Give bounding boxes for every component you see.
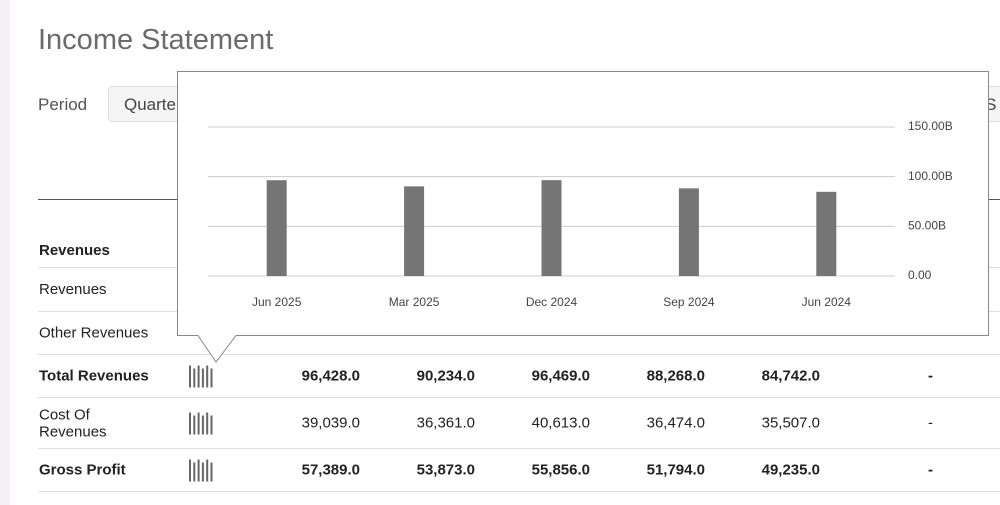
cell-value: 55,856.0: [532, 461, 590, 478]
page-title: Income Statement: [38, 24, 274, 56]
chart-icon[interactable]: [189, 459, 213, 482]
cell-value: 39,039.0: [302, 414, 360, 431]
cell-value: -: [928, 367, 933, 384]
cell-value: 96,469.0: [532, 367, 590, 384]
row-label: Revenues: [39, 281, 107, 298]
cell-value: 51,794.0: [647, 461, 705, 478]
cell-value: 84,742.0: [762, 367, 820, 384]
row-label: Other Revenues: [39, 324, 148, 341]
cell-value: -: [928, 461, 933, 478]
cell-value: 88,268.0: [647, 367, 705, 384]
sidebar-edge: [0, 0, 10, 505]
cell-value: 96,428.0: [302, 367, 360, 384]
cell-value: 36,361.0: [417, 414, 475, 431]
cell-value: 36,474.0: [647, 414, 705, 431]
cell-value: 90,234.0: [417, 367, 475, 384]
cell-value: 53,873.0: [417, 461, 475, 478]
chart-icon[interactable]: [189, 365, 213, 388]
row-label: Gross Profit: [39, 461, 126, 478]
section-title: Revenues: [39, 242, 110, 259]
cell-value: 35,507.0: [762, 414, 820, 431]
row-label: Total Revenues: [39, 367, 149, 384]
cell-value: 40,613.0: [532, 414, 590, 431]
cell-value: 57,389.0: [302, 461, 360, 478]
chart-icon[interactable]: [189, 412, 213, 435]
cell-value: -: [928, 414, 933, 431]
cell-value: 49,235.0: [762, 461, 820, 478]
row-label: Cost Of Revenues: [39, 406, 107, 440]
period-label: Period: [38, 95, 88, 114]
